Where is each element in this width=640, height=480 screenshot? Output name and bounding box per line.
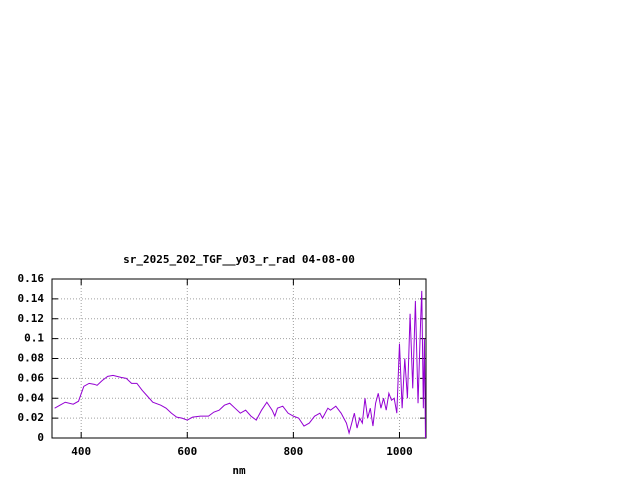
- chart-title: sr_2025_202_TGF__y03_r_rad 04-08-00: [123, 253, 355, 266]
- x-tick-label: 400: [71, 445, 91, 458]
- x-tick-label: 600: [177, 445, 197, 458]
- x-axis-label: nm: [232, 464, 246, 477]
- y-tick-label: 0.08: [18, 352, 45, 365]
- y-tick-label: 0.02: [18, 411, 45, 424]
- plot-frame: [51, 278, 427, 439]
- y-tick-label: 0.16: [18, 272, 45, 285]
- x-tick-label: 800: [283, 445, 303, 458]
- y-tick-label: 0.1: [24, 332, 44, 345]
- x-tick-label: 1000: [386, 445, 413, 458]
- y-tick-label: 0: [37, 431, 44, 444]
- y-tick-label: 0.12: [18, 312, 45, 325]
- y-tick-label: 0.06: [18, 371, 45, 384]
- y-tick-label: 0.04: [18, 391, 45, 404]
- data-line: [54, 290, 426, 439]
- y-tick-label: 0.14: [18, 292, 45, 305]
